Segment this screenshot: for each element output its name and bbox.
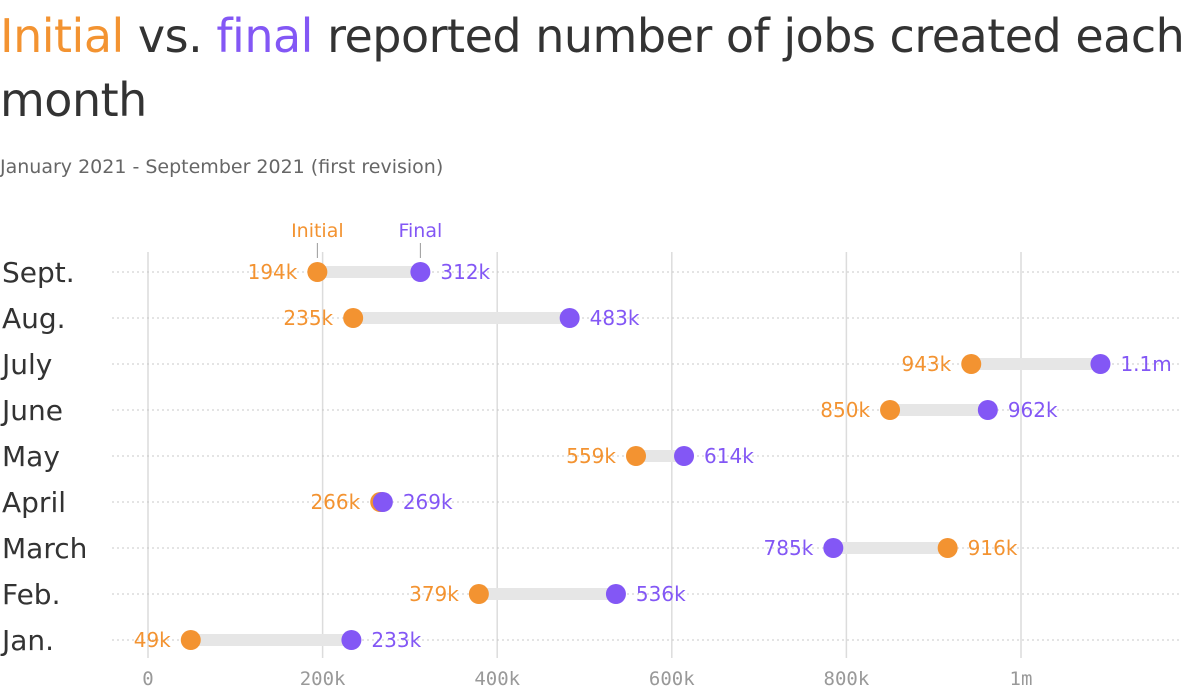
title-final-word: final [216, 9, 313, 63]
legend-final-label: Final [398, 220, 442, 242]
legend-initial-label: Initial [291, 220, 344, 242]
month-label: Aug. [2, 302, 66, 335]
initial-value-label: 379k [409, 582, 459, 606]
initial-dot [343, 308, 364, 328]
final-value-label: 312k [440, 260, 490, 284]
month-label: March [2, 532, 87, 565]
final-value-label: 483k [590, 306, 640, 330]
month-label: April [2, 486, 66, 519]
month-label: Feb. [2, 578, 60, 611]
title-rest: reported number of jobs created each mon… [0, 9, 1185, 127]
initial-dot [880, 400, 901, 420]
x-tick-label: 0 [142, 668, 153, 690]
final-value-label: 233k [371, 628, 421, 652]
initial-value-label: 266k [310, 490, 360, 514]
final-dot [372, 492, 393, 512]
x-tick-label: 800k [824, 668, 870, 690]
chart-subtitle: January 2021 - September 2021 (first rev… [0, 156, 444, 178]
final-dot [410, 262, 431, 282]
final-dot [559, 308, 580, 328]
initial-value-label: 943k [901, 352, 951, 376]
initial-dot [468, 584, 489, 604]
month-label: July [0, 348, 52, 381]
initial-value-label: 916k [968, 536, 1018, 560]
initial-dot [180, 630, 201, 650]
month-label: May [2, 440, 60, 473]
final-value-label: 269k [403, 490, 453, 514]
x-tick-label: 400k [474, 668, 520, 690]
final-value-label: 614k [704, 444, 754, 468]
chart-title: Initial vs. final reported number of job… [0, 4, 1190, 132]
x-tick-label: 200k [300, 668, 346, 690]
initial-dot [961, 354, 982, 374]
x-tick-label: 1m [1010, 668, 1033, 690]
initial-dot [937, 538, 958, 558]
month-label: June [0, 394, 63, 427]
final-value-label: 1.1m [1120, 352, 1171, 376]
initial-value-label: 850k [820, 398, 870, 422]
final-dot [605, 584, 626, 604]
final-dot [823, 538, 844, 558]
final-value-label: 536k [636, 582, 686, 606]
final-dot [674, 446, 695, 466]
initial-dot [307, 262, 328, 282]
initial-value-label: 235k [283, 306, 333, 330]
initial-value-label: 194k [248, 260, 298, 284]
title-vs-word: vs. [123, 9, 217, 63]
initial-dot [626, 446, 647, 466]
final-dot [977, 400, 998, 420]
dot-range-chart: 0 200k 400k 600k 800k 1m Initial Final Sept. 194k… [0, 220, 1180, 690]
final-dot [341, 630, 362, 650]
month-label: Jan. [0, 624, 54, 657]
final-dot [1090, 354, 1111, 374]
initial-value-label: 49k [134, 628, 171, 652]
x-tick-label: 600k [649, 668, 695, 690]
initial-value-label: 559k [566, 444, 616, 468]
title-initial-word: Initial [0, 9, 124, 63]
final-value-label: 785k [764, 536, 814, 560]
month-label: Sept. [2, 256, 75, 289]
final-value-label: 962k [1008, 398, 1058, 422]
